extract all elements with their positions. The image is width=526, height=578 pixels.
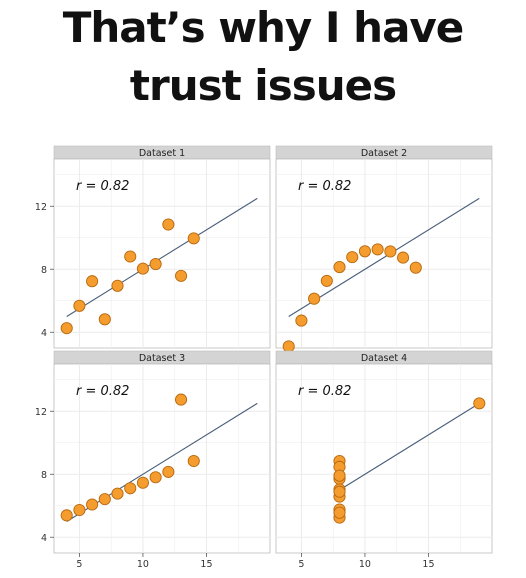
regression-line: [66, 402, 258, 522]
facet-strip-label: Dataset 4: [361, 353, 407, 364]
plot-area: [275, 363, 493, 554]
data-point: [98, 493, 111, 506]
data-point: [60, 322, 73, 335]
panel-2: Dataset 2 r = 0.82: [275, 145, 493, 353]
data-point: [73, 299, 86, 312]
x-tick-label: 10: [359, 559, 371, 570]
data-point: [282, 340, 295, 353]
data-point: [162, 465, 175, 478]
data-point: [111, 487, 124, 500]
x-tick-label: 5: [76, 559, 82, 570]
correlation-annotation: r = 0.82: [298, 179, 351, 194]
facet-strip-label: Dataset 2: [361, 148, 407, 159]
title-line-1: That’s why I have: [62, 3, 465, 52]
data-point: [333, 469, 346, 482]
data-point: [60, 509, 73, 522]
data-point: [98, 313, 111, 326]
data-point: [111, 279, 124, 292]
data-point: [308, 292, 321, 305]
data-point: [333, 260, 346, 274]
data-point: [162, 218, 175, 231]
data-point: [358, 245, 371, 258]
correlation-annotation: r = 0.82: [298, 384, 351, 399]
data-point: [149, 258, 162, 271]
regression-line: [339, 402, 480, 491]
panel-3: Dataset 3 r = 0.82 4 8 12 5 10 15: [35, 350, 271, 570]
data-point: [346, 251, 359, 264]
data-point: [175, 393, 188, 406]
plot-area: [275, 158, 493, 349]
y-tick-label: 12: [35, 407, 47, 418]
y-tick-label: 8: [41, 470, 47, 481]
panel-4: Dataset 4 r = 0.82 5 10 15: [275, 350, 493, 570]
meme-title: That’s why I have trust issues: [0, 0, 526, 108]
panel-1: Dataset 1 r = 0.82 4 8 12: [35, 145, 271, 349]
data-point: [384, 245, 397, 258]
data-point: [149, 471, 162, 484]
data-point: [136, 476, 149, 489]
plot-area: [53, 158, 271, 349]
data-point: [409, 261, 422, 274]
data-point: [333, 485, 346, 498]
facet-strip-label: Dataset 1: [139, 148, 185, 159]
data-point: [124, 482, 137, 495]
data-point: [473, 397, 486, 410]
y-tick-label: 12: [35, 202, 47, 213]
correlation-annotation: r = 0.82: [76, 179, 129, 194]
x-tick-label: 15: [422, 559, 434, 570]
y-tick-label: 8: [41, 265, 47, 276]
data-point: [371, 243, 384, 256]
plot-area: [53, 363, 271, 554]
data-point: [86, 275, 99, 288]
data-point: [333, 506, 346, 519]
data-point: [124, 250, 137, 263]
title-line-2: trust issues: [129, 61, 397, 110]
correlation-annotation: r = 0.82: [76, 384, 129, 399]
y-tick-label: 4: [41, 328, 47, 339]
y-tick-label: 4: [41, 533, 47, 544]
data-point: [86, 498, 99, 511]
data-point: [187, 232, 200, 245]
x-tick-label: 15: [200, 559, 212, 570]
data-point: [397, 251, 410, 264]
facet-strip-label: Dataset 3: [139, 353, 185, 364]
regression-line: [66, 197, 258, 317]
data-point: [136, 262, 149, 275]
data-point: [73, 503, 86, 517]
x-tick-label: 10: [137, 559, 149, 570]
data-point: [295, 314, 308, 327]
data-point: [187, 454, 200, 468]
regression-line: [288, 197, 480, 317]
data-point: [175, 269, 188, 282]
data-point: [320, 274, 333, 287]
x-tick-label: 5: [298, 559, 304, 570]
